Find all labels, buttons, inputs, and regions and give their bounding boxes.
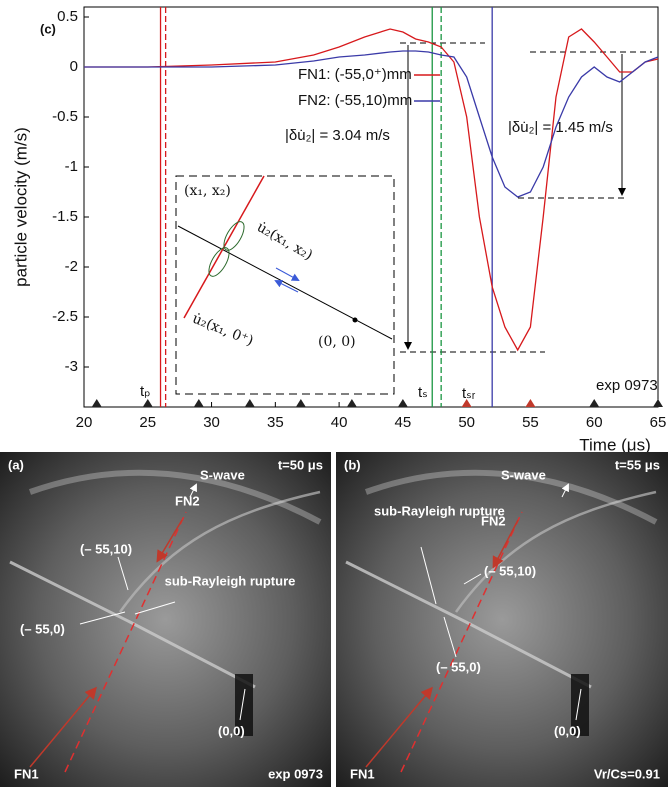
inset: (x₁, x₂) u̇₂(x₁, x₂) u̇₂(x₁, 0⁺) (0, 0): [175, 175, 395, 395]
wave-front: [28, 469, 322, 525]
photo-label: sub-Rayleigh rupture: [165, 573, 296, 588]
photo-label: t=50 μs: [278, 457, 323, 472]
y-tick-label: -1: [65, 158, 78, 175]
photo-label: (– 55,10): [80, 541, 132, 556]
photo-label: S-wave: [200, 467, 245, 482]
sensor-mount: [235, 674, 253, 736]
time-marker: [589, 399, 600, 407]
photo-label: (– 55,0): [436, 659, 481, 674]
fn2-arrow: [156, 519, 183, 563]
photo-label: (– 55,0): [20, 621, 65, 636]
photo-label: exp 0973: [268, 766, 323, 781]
fn1-arrow: [365, 686, 433, 768]
photo-label: FN2: [175, 493, 200, 508]
legend-label: FN1: (-55,0⁺)mm: [298, 66, 412, 83]
photo-label: (b): [344, 457, 361, 472]
annotation: |δu̇₂| = 1.45 m/s: [508, 119, 613, 136]
y-axis-label: particle velocity (m/s): [11, 127, 30, 287]
photo-label: (a): [8, 457, 24, 472]
photo-label: FN1: [14, 766, 39, 781]
y-tick-label: -3: [65, 358, 78, 375]
time-marker: [295, 399, 306, 407]
time-marker: [193, 399, 204, 407]
time-marker: [461, 399, 472, 407]
y-tick-label: -2: [65, 258, 78, 275]
x-tick-label: 65: [650, 414, 667, 431]
time-marker: [346, 399, 357, 407]
photo-label: FN2: [481, 513, 506, 528]
time-marker: [142, 399, 153, 407]
fault-trace: [345, 560, 592, 689]
x-tick-label: 45: [395, 414, 412, 431]
y-tick-label: -0.5: [52, 108, 78, 125]
leader: [239, 688, 246, 721]
s-wave-arrow: [189, 483, 197, 498]
leader: [420, 546, 437, 605]
photo-label: (0,0): [554, 723, 581, 738]
leader: [117, 556, 129, 591]
photo-label: t=55 μs: [615, 457, 660, 472]
y-tick-label: -1.5: [52, 208, 78, 225]
panel-label: (c): [40, 21, 56, 36]
time-marker: [91, 399, 102, 407]
x-axis-label: Time (μs): [579, 435, 651, 454]
x-tick-label: 35: [267, 414, 284, 431]
chart: (c) Time (μs) particle velocity (m/s) |δ…: [11, 6, 667, 454]
annotation: |δu̇₂| = 3.04 m/s: [285, 127, 390, 144]
wave-front: [364, 469, 658, 525]
x-tick-label: 25: [139, 414, 156, 431]
branch-trace: [454, 490, 657, 613]
photo: [0, 452, 331, 787]
leader: [463, 573, 482, 585]
guides: [400, 42, 652, 353]
x-tick-label: 40: [331, 414, 348, 431]
leader: [79, 611, 126, 625]
leader: [575, 688, 582, 721]
photo-label: FN1: [350, 766, 375, 781]
photo: [336, 452, 668, 787]
annotation: tₛᵣ: [462, 385, 476, 402]
x-tick-label: 60: [586, 414, 603, 431]
inset-label: (0, 0): [318, 334, 356, 350]
photo-label: (– 55,10): [484, 563, 536, 578]
annotation: exp 0973: [596, 377, 658, 394]
plot-frame: [83, 6, 659, 408]
photo-label: Vr/Cs=0.91: [594, 766, 660, 781]
y-tick-label: 0: [70, 58, 78, 75]
branch-trace: [118, 490, 321, 613]
x-tick-label: 20: [76, 414, 93, 431]
fn1-arrow: [29, 686, 97, 768]
legend-label: FN2: (-55,10)mm: [298, 92, 412, 109]
inset-label: (x₁, x₂): [184, 183, 231, 199]
leader: [134, 601, 176, 615]
x-tick-label: 30: [203, 414, 220, 431]
s-wave-arrow: [561, 483, 569, 498]
annotation: tₛ: [418, 384, 428, 401]
fn2-arrow: [492, 519, 519, 569]
sensor-mount: [571, 674, 589, 736]
y-tick-label: -2.5: [52, 308, 78, 325]
annotation: tₚ: [140, 383, 151, 400]
series-line: [84, 28, 659, 352]
x-tick-label: 50: [458, 414, 475, 431]
time-marker: [653, 399, 663, 407]
leader: [443, 616, 457, 658]
y-tick-label: 0.5: [57, 8, 78, 25]
x-tick-label: 55: [522, 414, 539, 431]
time-marker: [397, 399, 408, 407]
photo-label: sub-Rayleigh rupture: [374, 503, 505, 518]
photo-label: (0,0): [218, 723, 245, 738]
time-marker: [244, 399, 255, 407]
fault-trace: [9, 560, 256, 689]
time-marker: [525, 399, 536, 407]
photo-label: S-wave: [501, 467, 546, 482]
series-line: [84, 50, 659, 198]
